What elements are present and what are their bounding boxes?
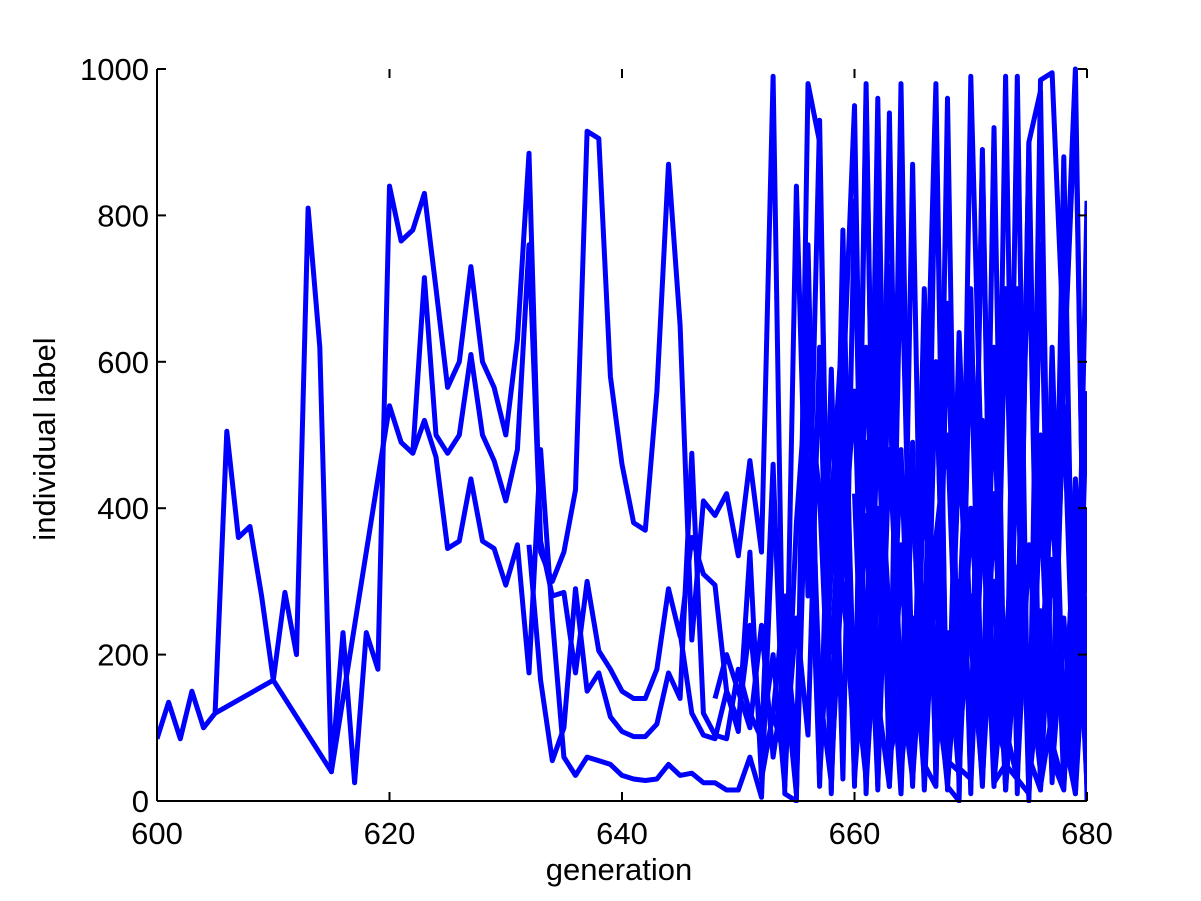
y-axis-label: individual label (27, 337, 62, 540)
x-axis-label: generation (546, 852, 693, 887)
y-tick-label: 1000 (80, 52, 149, 87)
y-tick-label: 200 (97, 638, 149, 673)
y-tick-label: 800 (97, 198, 149, 233)
series-layer (157, 66, 1087, 803)
x-tick-label: 680 (1061, 816, 1113, 851)
x-tick-label: 660 (829, 816, 881, 851)
x-tick-label: 600 (131, 816, 183, 851)
x-tick-label: 640 (596, 816, 648, 851)
series-line-11 (852, 373, 1087, 789)
y-tick-label: 0 (132, 784, 149, 819)
x-tick-label: 620 (364, 816, 416, 851)
y-tick-label: 400 (97, 491, 149, 526)
axes: 600 620 640 660 680 0 200 400 600 800 1000 (80, 52, 1113, 851)
series-line-12 (863, 432, 1087, 789)
y-tick-label: 600 (97, 345, 149, 380)
